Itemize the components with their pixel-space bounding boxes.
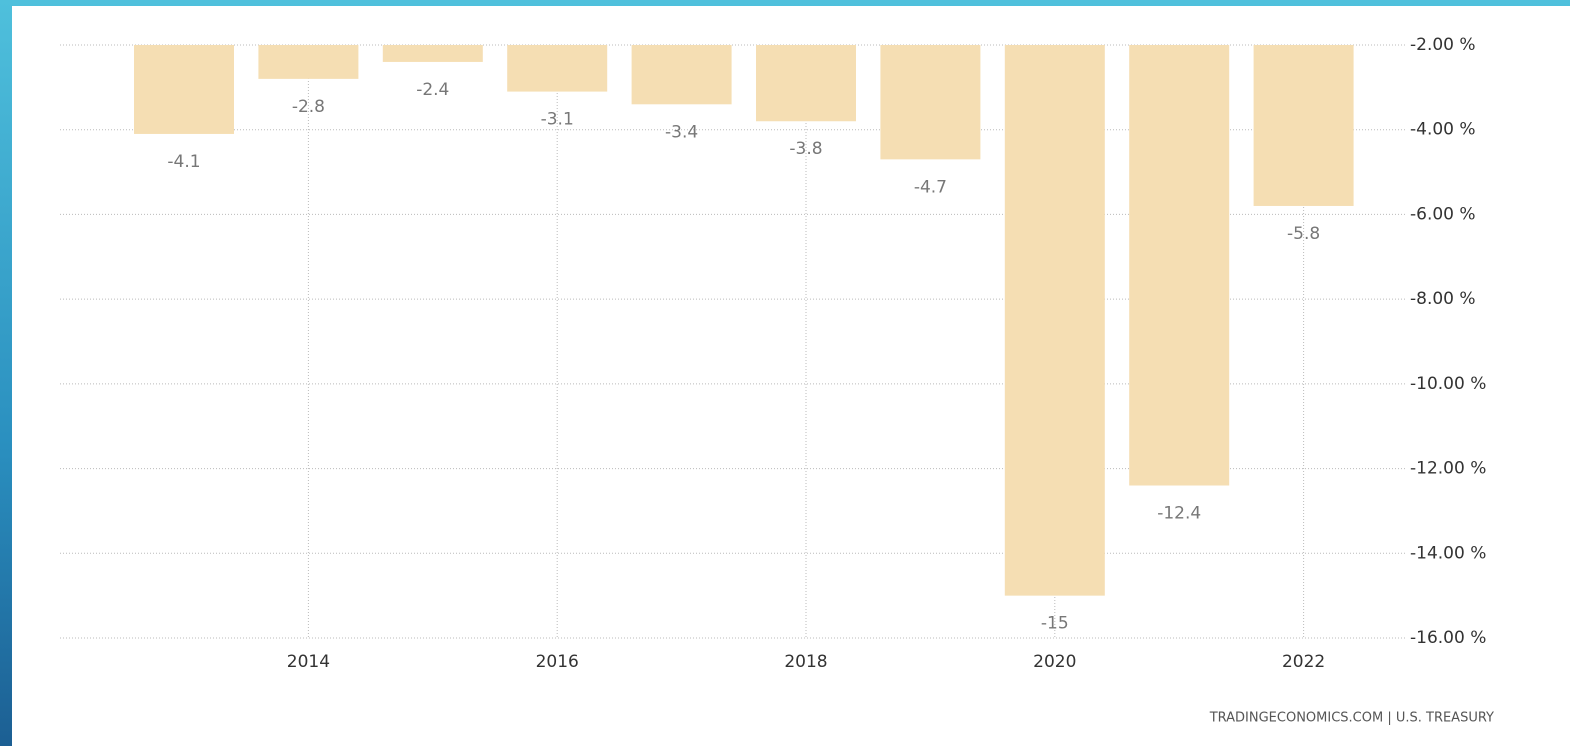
y-tick-label: -10.00 % (1410, 374, 1486, 394)
y-tick-label: -8.00 % (1410, 289, 1476, 309)
data-label: -3.1 (541, 110, 574, 130)
data-label: -4.1 (167, 152, 200, 172)
y-tick-label: -4.00 % (1410, 120, 1476, 140)
y-tick-label: -6.00 % (1410, 204, 1476, 224)
bar (880, 45, 981, 160)
bar (382, 45, 483, 62)
data-label: -3.8 (789, 139, 822, 159)
data-label: -4.7 (914, 177, 947, 197)
bar (756, 45, 856, 122)
y-tick-label: -16.00 % (1410, 628, 1486, 648)
data-label: -2.4 (416, 80, 449, 100)
bar (631, 45, 732, 105)
bar (1129, 45, 1230, 486)
bar (134, 45, 234, 134)
x-tick-label: 2016 (536, 652, 579, 672)
data-label: -15 (1041, 614, 1069, 634)
bar (1253, 45, 1354, 206)
data-label: -12.4 (1157, 504, 1201, 524)
data-label: -5.8 (1287, 224, 1320, 244)
y-tick-label: -12.00 % (1410, 459, 1486, 479)
y-tick-label: -2.00 % (1410, 35, 1476, 55)
data-label: -2.8 (292, 97, 325, 117)
x-tick-label: 2022 (1282, 652, 1325, 672)
x-tick-label: 2018 (784, 652, 827, 672)
bar (258, 45, 359, 79)
bar (507, 45, 608, 92)
bar (1004, 45, 1105, 596)
source: TRADINGECONOMICS.COM | U.S. TREASURY (1209, 711, 1494, 726)
x-tick-label: 2014 (287, 652, 330, 672)
x-tick-label: 2020 (1033, 652, 1076, 672)
y-tick-label: -14.00 % (1410, 543, 1486, 563)
data-label: -3.4 (665, 122, 698, 142)
